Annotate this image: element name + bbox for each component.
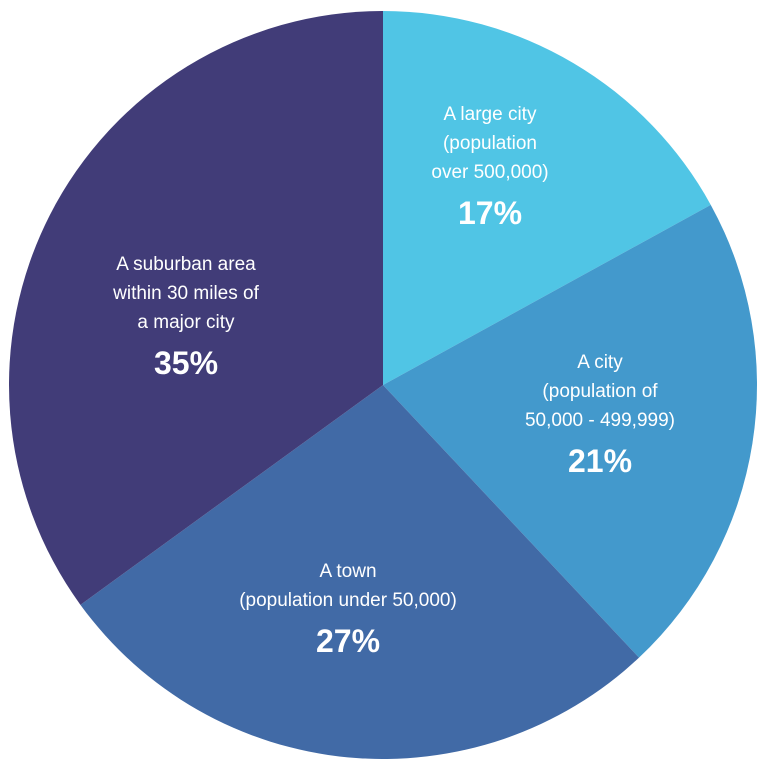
slice-label-group-2: A city (population of 50,000 - 499,999) 21% <box>525 352 675 479</box>
slice-label-line: A suburban area <box>116 254 256 275</box>
slice-label-line: a major city <box>137 312 235 333</box>
pie-slice-1 <box>383 11 711 385</box>
slice-label-line: within 30 miles of <box>112 283 259 304</box>
slice-percent-label: 35% <box>154 345 218 381</box>
slice-label-line: over 500,000) <box>431 162 548 183</box>
slice-label-line: A large city <box>444 104 537 125</box>
slice-label-group-1: A large city (population over 500,000) 17% <box>431 104 548 231</box>
slices-layer <box>9 11 758 759</box>
slice-label-line: A town <box>319 561 376 582</box>
slice-percent-label: 17% <box>458 195 522 231</box>
slice-label-line: 50,000 - 499,999) <box>525 410 675 431</box>
slice-label-group-3: A town (population under 50,000) 27% <box>239 561 457 659</box>
pie-slice-4 <box>9 11 384 605</box>
slice-label-group-4: A suburban area within 30 miles of a major… <box>112 254 259 381</box>
slice-label-line: (population of <box>542 381 658 402</box>
slice-percent-label: 21% <box>568 443 632 479</box>
slice-label-line: A city <box>577 352 623 373</box>
pie-slice-3 <box>80 385 640 759</box>
slice-percent-label: 27% <box>316 623 380 659</box>
slice-label-line: (population <box>443 133 537 154</box>
pie-slice-2 <box>383 204 758 658</box>
slice-label-line: (population under 50,000) <box>239 590 457 611</box>
